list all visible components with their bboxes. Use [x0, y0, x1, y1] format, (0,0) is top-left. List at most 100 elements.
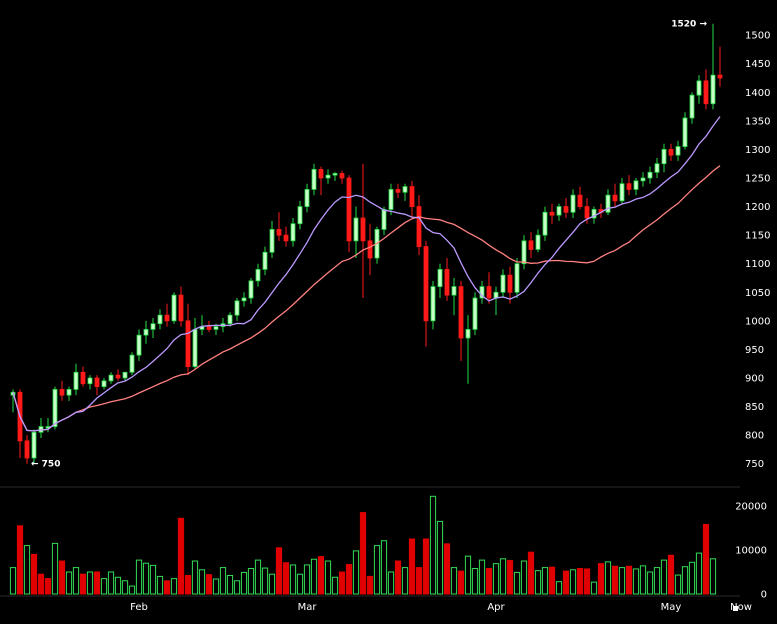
volume-bar — [86, 571, 94, 595]
candle-body — [619, 183, 625, 202]
volume-bar — [639, 565, 647, 595]
volume-bar — [149, 564, 157, 595]
volume-bar — [702, 523, 710, 595]
volume-bar — [177, 517, 185, 595]
volume-bar — [590, 581, 598, 595]
candle-body — [213, 326, 219, 330]
volume-bar — [373, 545, 381, 595]
volume-bar — [380, 540, 388, 595]
volume-bar — [324, 560, 332, 595]
volume-tick-label: 10000 — [735, 546, 767, 557]
candle-body — [80, 371, 86, 385]
volume-bar — [170, 578, 178, 595]
candle-body — [549, 211, 555, 216]
volume-bar — [688, 561, 696, 595]
price-tick-label: 750 — [745, 459, 764, 470]
price-tick-label: 1450 — [745, 59, 770, 70]
candle-body — [66, 389, 72, 396]
annotations: 1520 → ← 750 — [31, 20, 707, 470]
candle-body — [276, 229, 282, 236]
volume-bar — [646, 571, 654, 595]
time-tick-label: Apr — [487, 602, 505, 613]
candle-body — [479, 286, 485, 299]
candle-body — [150, 323, 156, 330]
volume-tick-label: 20000 — [735, 502, 767, 513]
candle-body — [318, 169, 324, 179]
volume-bar — [205, 574, 213, 595]
volume-bar — [121, 580, 129, 595]
volume-bar — [653, 567, 661, 595]
volume-bar — [625, 565, 633, 595]
candle-body — [696, 80, 702, 96]
candle-body — [353, 217, 359, 242]
candle-body — [234, 300, 240, 316]
volume-bar — [100, 578, 108, 595]
volume-bar — [44, 578, 52, 595]
volume-bar — [394, 560, 402, 595]
candle-body — [528, 240, 534, 250]
volume-bar — [401, 567, 409, 595]
volume-bar — [695, 552, 703, 595]
candle-body — [164, 314, 170, 322]
candle-body — [52, 389, 58, 427]
volume-bar — [667, 554, 675, 595]
price-tick-label: 1100 — [745, 259, 770, 270]
volume-bar — [163, 580, 171, 595]
volume-bar — [282, 562, 290, 595]
candle-body — [633, 180, 639, 190]
axes: 750 800 850 900 950 1000 1050 1100 1150 1200 1250 1… — [0, 31, 770, 613]
volume-bar — [51, 542, 59, 595]
candle-body — [570, 194, 576, 213]
candle-body — [486, 286, 492, 299]
candle-body — [115, 374, 121, 379]
candle-body — [192, 329, 198, 367]
volume-bar — [408, 538, 416, 595]
candle-body — [227, 314, 233, 325]
volume-bar — [506, 560, 514, 595]
volume-bar — [317, 556, 325, 595]
price-tick-label: 1250 — [745, 174, 770, 185]
candle-body — [73, 371, 79, 390]
low-annotation: ← 750 — [31, 460, 60, 470]
volume-bar — [520, 560, 528, 595]
candle-body — [402, 186, 408, 193]
volume-bar — [156, 575, 164, 595]
candle-body — [612, 194, 618, 202]
candle-body — [311, 169, 317, 190]
price-tick-label: 1000 — [745, 316, 770, 327]
volume-bar — [30, 553, 38, 595]
candle-body — [122, 371, 128, 379]
volume-bar — [611, 565, 619, 595]
candle-body — [297, 206, 303, 225]
volume-bar — [471, 567, 479, 595]
volume-bar — [23, 545, 31, 595]
volume-bar — [338, 571, 346, 595]
volume-bar — [296, 573, 304, 595]
candle-body — [248, 280, 254, 299]
volume-bar — [65, 571, 73, 595]
candle-body — [367, 240, 373, 259]
candle-body — [185, 320, 191, 367]
volume-bar — [450, 567, 458, 595]
candle-body — [178, 294, 184, 322]
volume-bar — [583, 568, 591, 595]
candle-body — [325, 174, 331, 179]
candle-body — [416, 206, 422, 247]
candle-body — [346, 177, 352, 242]
candle-body — [500, 274, 506, 293]
candle-body — [87, 377, 93, 385]
high-annotation: 1520 → — [671, 20, 707, 30]
volume-bar — [562, 570, 570, 595]
candle-body — [640, 177, 646, 182]
volume-bar — [275, 547, 283, 595]
candle-body — [332, 173, 338, 176]
candle-body — [283, 234, 289, 242]
candle-body — [626, 183, 632, 190]
volume-bar — [247, 567, 255, 595]
volume-bar — [107, 571, 115, 595]
candle-body — [269, 229, 275, 253]
candle-body — [241, 297, 247, 302]
candle-body — [710, 74, 716, 105]
candle-body — [339, 173, 345, 179]
price-tick-label: 1300 — [745, 145, 770, 156]
